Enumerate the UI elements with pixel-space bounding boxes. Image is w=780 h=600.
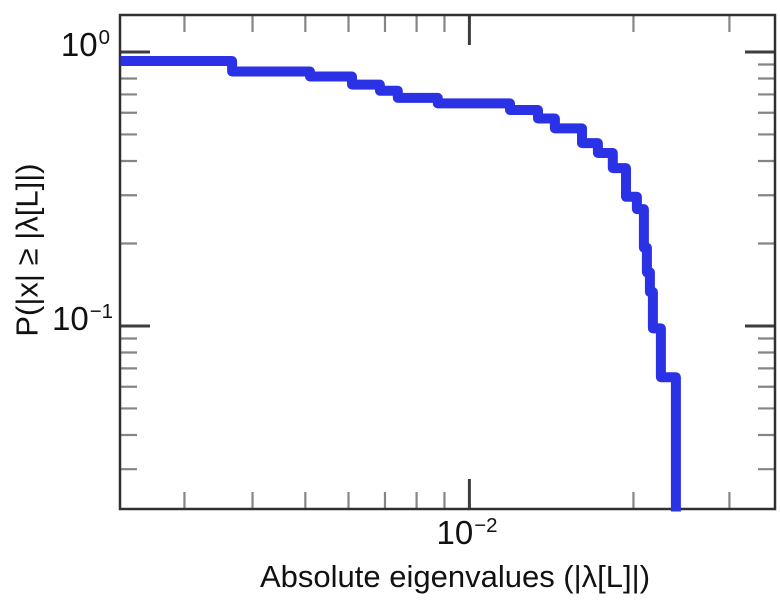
- y-axis-title: P(|x| ≥ |λ[L]|): [9, 163, 45, 337]
- x-axis-title: Absolute eigenvalues (|λ[L]|): [259, 559, 651, 594]
- y-tick-1e0-base: 10: [60, 26, 98, 63]
- y-tick-label-1e0: 100: [0, 26, 110, 63]
- x-tick-label-1e-2: 10−2: [436, 514, 498, 551]
- y-tick-1e-1-base: 10: [51, 300, 89, 337]
- ccdf-curve: [120, 56, 681, 512]
- y-tick-label-1e-1: 10−1: [3, 300, 113, 337]
- plot-frame: [118, 13, 777, 511]
- x-tick-1e-2-base: 10: [436, 514, 474, 551]
- axis-ticks: [120, 15, 775, 509]
- y-tick-1e0-exponent: 0: [98, 26, 110, 50]
- x-tick-1e-2-exponent: −2: [474, 514, 498, 538]
- y-tick-1e-1-exponent: −1: [89, 300, 113, 324]
